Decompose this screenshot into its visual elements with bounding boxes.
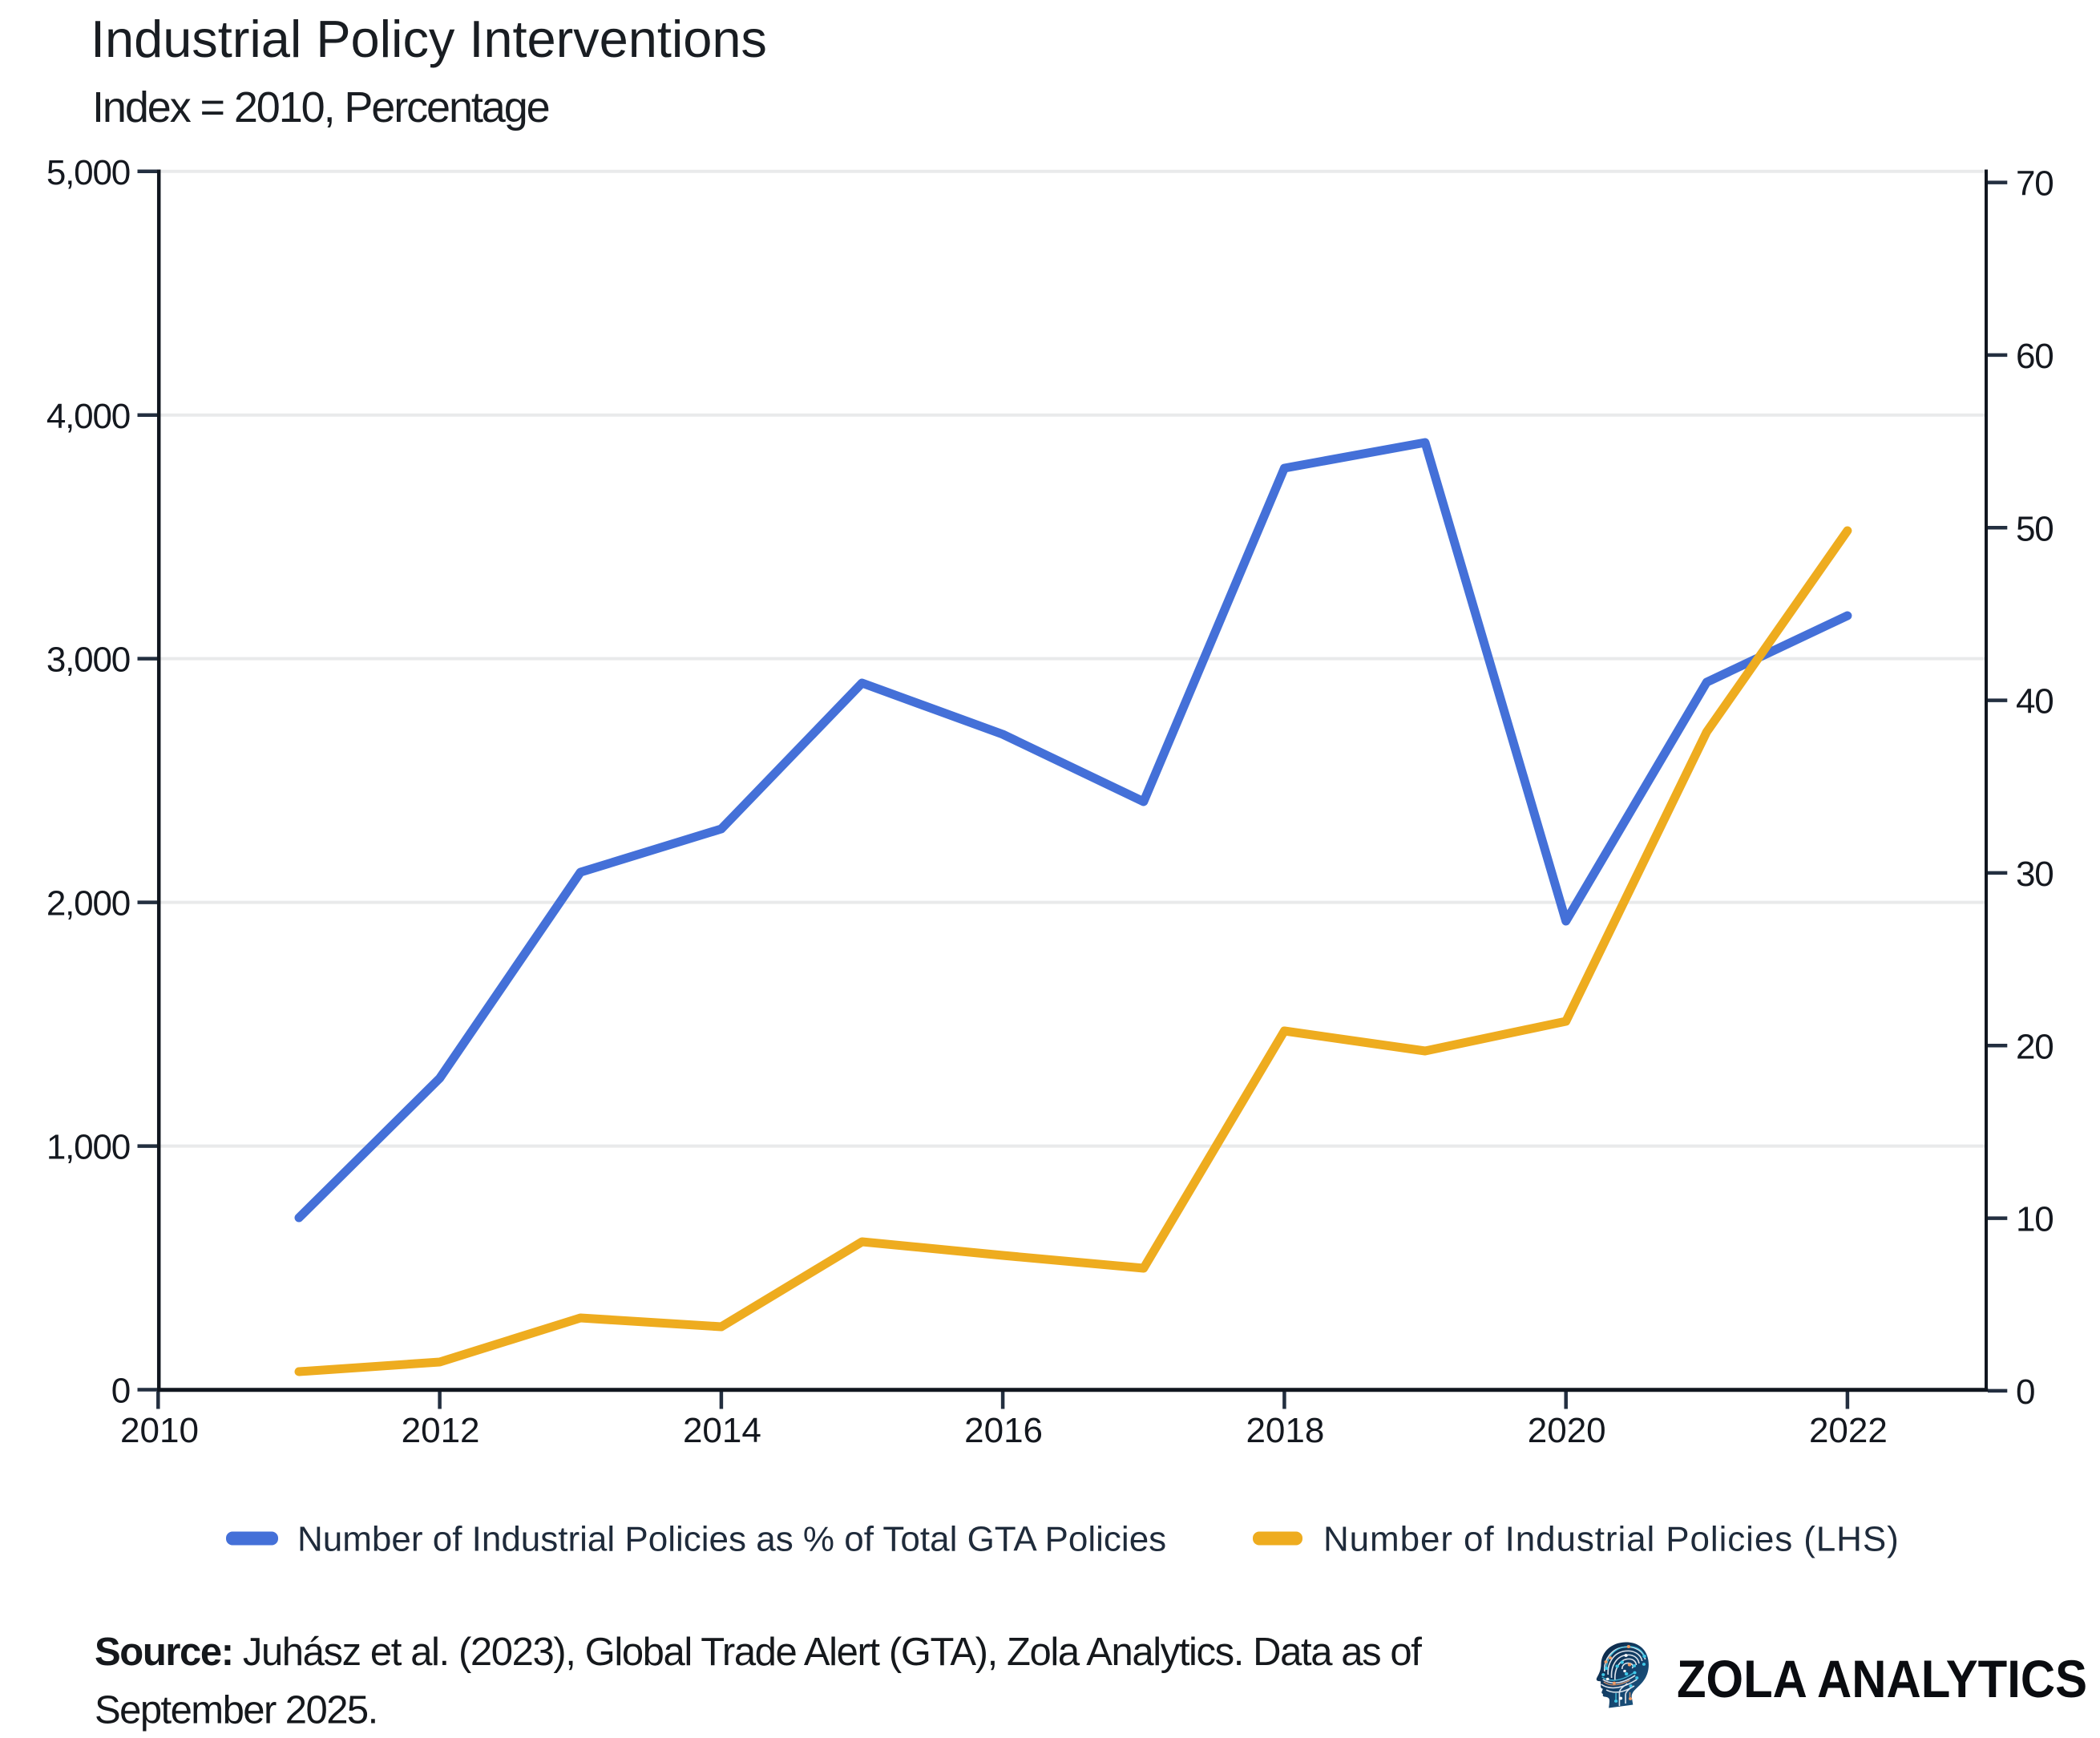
svg-text:2010: 2010 — [120, 1411, 199, 1450]
svg-text:2020: 2020 — [1528, 1411, 1606, 1450]
svg-text:Number of Industrial Policies: Number of Industrial Policies as % of To… — [297, 1520, 1166, 1559]
svg-text:2022: 2022 — [1809, 1411, 1888, 1450]
svg-text:Source: Juhász et al. (2023),: Source: Juhász et al. (2023), Global Tra… — [95, 1631, 1422, 1674]
svg-text:2014: 2014 — [683, 1411, 761, 1450]
svg-text:Number of Industrial Policies: Number of Industrial Policies (LHS) — [1323, 1520, 1900, 1559]
svg-text:2,000: 2,000 — [46, 884, 130, 924]
svg-text:Index = 2010, Percentage: Index = 2010, Percentage — [92, 83, 549, 131]
svg-text:3,000: 3,000 — [46, 641, 130, 680]
svg-text:September 2025.: September 2025. — [95, 1689, 378, 1732]
svg-text:70: 70 — [2016, 164, 2054, 204]
svg-text:ZOLA ANALYTICS: ZOLA ANALYTICS — [1677, 1649, 2087, 1708]
svg-text:50: 50 — [2016, 509, 2054, 548]
svg-text:2018: 2018 — [1246, 1411, 1324, 1450]
svg-text:4,000: 4,000 — [46, 397, 130, 436]
svg-text:1,000: 1,000 — [46, 1128, 130, 1167]
svg-text:2012: 2012 — [402, 1411, 480, 1450]
svg-text:10: 10 — [2016, 1200, 2054, 1239]
svg-text:5,000: 5,000 — [46, 153, 130, 192]
svg-text:Industrial Policy Intervention: Industrial Policy Interventions — [91, 10, 767, 68]
svg-text:40: 40 — [2016, 682, 2054, 721]
svg-text:20: 20 — [2016, 1027, 2054, 1066]
svg-text:0: 0 — [2016, 1372, 2034, 1412]
svg-text:2016: 2016 — [964, 1411, 1043, 1450]
svg-text:0: 0 — [111, 1372, 130, 1411]
svg-text:60: 60 — [2016, 337, 2054, 376]
svg-text:30: 30 — [2016, 855, 2054, 894]
